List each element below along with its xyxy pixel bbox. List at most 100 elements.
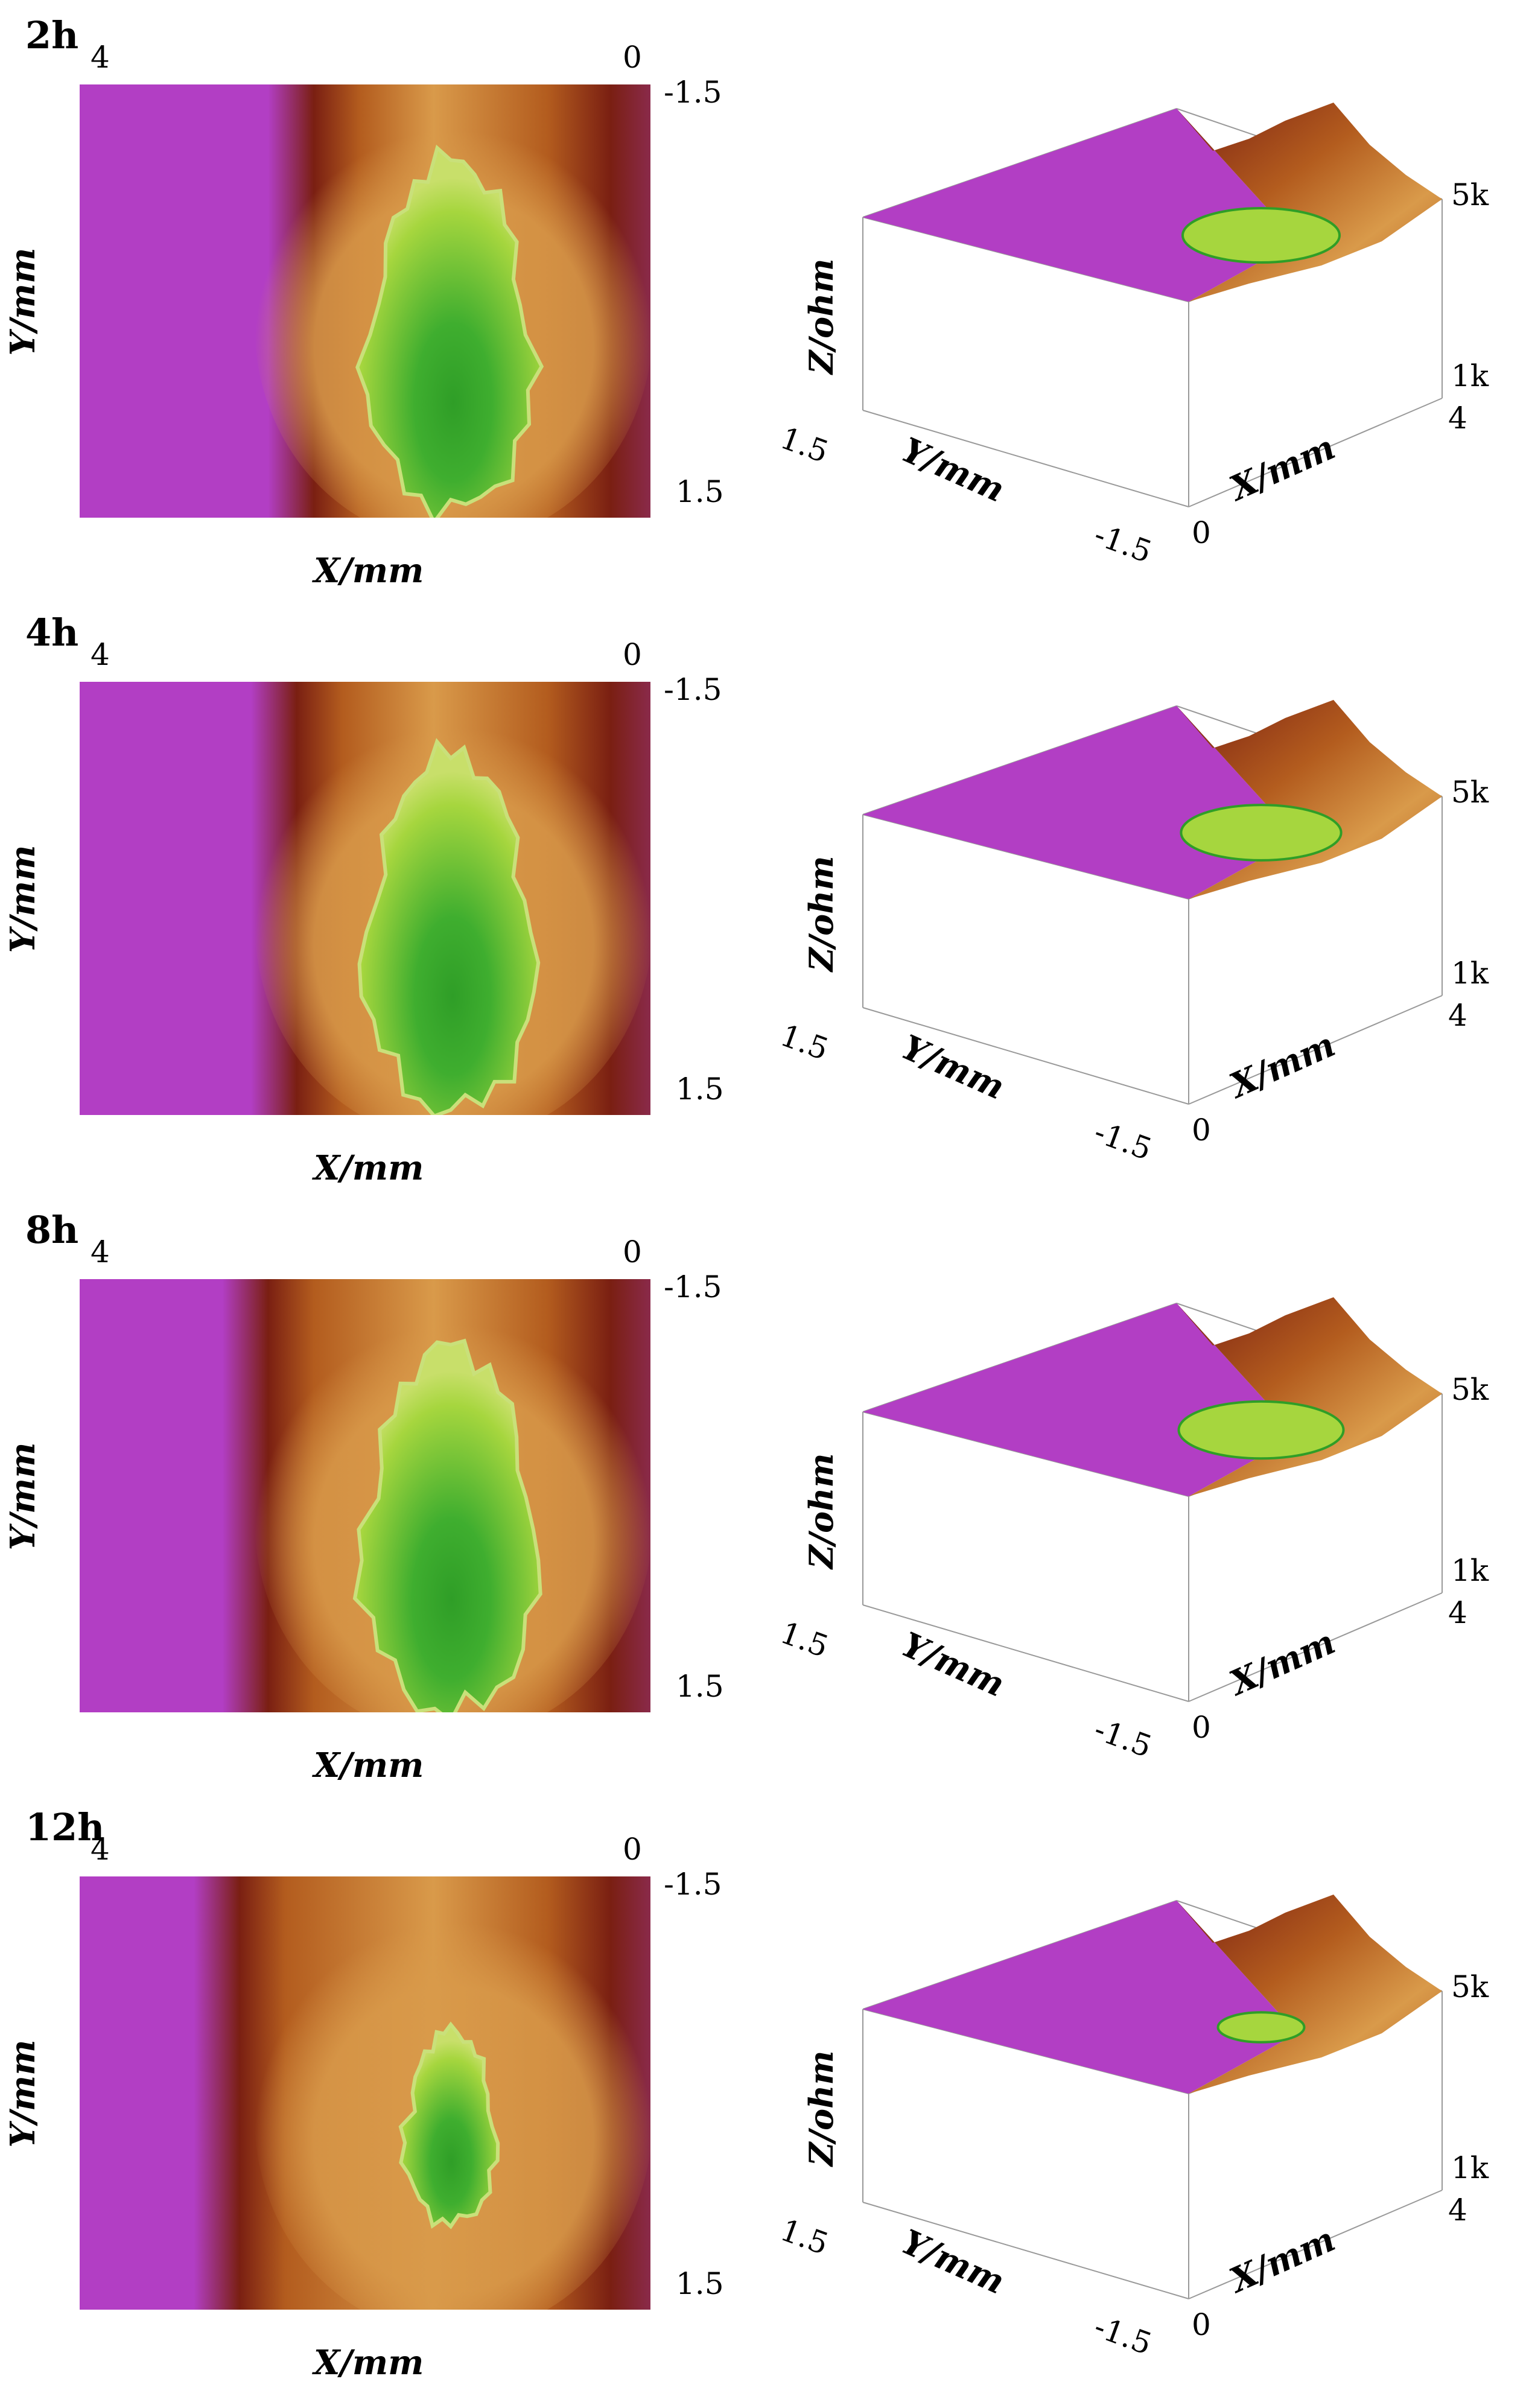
x-tick-end: 4 [1448, 1595, 1467, 1630]
z-tick-top: 5k [1451, 775, 1489, 810]
green-region [398, 2021, 500, 2229]
surface-svg: 5k 1k 4 0 1.5 -1.5 Z/ohm Y/mm X/mm [776, 103, 1489, 570]
surface-3d: 5k 1k 4 0 1.5 -1.5 Z/ohm Y/mm X/mm [754, 682, 1521, 1189]
y-axis-label-3d: Y/mm [895, 1624, 1010, 1704]
z-tick-bottom: 1k [1451, 956, 1489, 991]
x-tick-end: 4 [1448, 401, 1467, 436]
green-surface [1181, 207, 1341, 264]
y-axis-label: Y/mm [3, 845, 43, 953]
y-tick-bottom: 1.5 [676, 1072, 724, 1107]
terrain-surface [1177, 1895, 1442, 2094]
y-tick-end: -1.5 [1090, 1712, 1156, 1764]
x-tick-start: 0 [1192, 515, 1211, 550]
time-label: 2h [25, 13, 79, 57]
y-tick-start: 1.5 [776, 1018, 833, 1067]
y-tick-top: -1.5 [664, 75, 722, 110]
z-tick-bottom: 1k [1451, 358, 1489, 393]
y-tick-top: -1.5 [664, 672, 722, 707]
x-axis-label: X/mm [314, 1148, 424, 1188]
y-axis-label-3d: Y/mm [895, 430, 1010, 510]
green-surface [1216, 2011, 1306, 2044]
y-tick-bottom: 1.5 [676, 2266, 724, 2301]
x-tick-right: 0 [623, 1234, 642, 1269]
y-tick-bottom: 1.5 [676, 1669, 724, 1704]
terrain-surface [1177, 700, 1442, 899]
green-region [352, 1338, 542, 1712]
x-tick-end: 4 [1448, 998, 1467, 1033]
x-axis-label-3d: X/mm [1222, 2219, 1341, 2301]
x-axis-label: X/mm [314, 551, 424, 591]
magenta-surface [863, 1303, 1297, 1496]
y-axis-label: Y/mm [3, 1442, 43, 1551]
panel-8h: 8h 4 0 -1.5 1.5 Y/mm X/mm 5k 1k 4 0 1.5 -1.5 Z… [0, 1195, 1529, 1792]
green-region [355, 144, 544, 518]
panel-2h: 2h 4 0 -1.5 1.5 Y/mm X/mm 5k 1k 4 0 1.5 -1.5 Z… [0, 0, 1529, 597]
heatmap-2d [80, 682, 650, 1115]
y-axis-label-3d: Y/mm [895, 2222, 1010, 2302]
magenta-surface [863, 1901, 1297, 2094]
heatmap-svg [80, 1279, 650, 1712]
time-label: 8h [25, 1208, 79, 1252]
z-axis-label: Z/ohm [802, 258, 841, 375]
x-tick-left: 4 [91, 637, 110, 672]
z-axis-label: Z/ohm [802, 856, 841, 973]
x-tick-right: 0 [623, 40, 642, 75]
y-tick-end: -1.5 [1090, 1114, 1156, 1167]
terrain-surface [1177, 1297, 1442, 1496]
x-tick-end: 4 [1448, 2193, 1467, 2228]
y-tick-start: 1.5 [776, 2213, 833, 2262]
surface-svg: 5k 1k 4 0 1.5 -1.5 Z/ohm Y/mm X/mm [776, 1297, 1489, 1764]
panel-4h: 4h 4 0 -1.5 1.5 Y/mm X/mm 5k 1k 4 0 1.5 -1.5 Z… [0, 597, 1529, 1195]
heatmap-svg [80, 1876, 650, 2310]
x-tick-left: 4 [91, 40, 110, 75]
y-axis-label: Y/mm [3, 2039, 43, 2148]
x-axis-label: X/mm [314, 2343, 424, 2383]
z-axis-label: Z/ohm [802, 1453, 841, 1570]
z-tick-top: 5k [1451, 1372, 1489, 1407]
surface-3d: 5k 1k 4 0 1.5 -1.5 Z/ohm Y/mm X/mm [754, 1876, 1521, 2383]
z-tick-top: 5k [1451, 1969, 1489, 2004]
x-tick-start: 0 [1192, 2307, 1211, 2342]
surface-3d: 5k 1k 4 0 1.5 -1.5 Z/ohm Y/mm X/mm [754, 1279, 1521, 1786]
green-surface [1180, 804, 1343, 862]
magenta-surface [863, 109, 1297, 302]
heatmap-svg [80, 84, 650, 518]
y-tick-start: 1.5 [776, 1615, 833, 1665]
y-axis-label-3d: Y/mm [895, 1027, 1010, 1107]
y-tick-start: 1.5 [776, 421, 833, 470]
surface-svg: 5k 1k 4 0 1.5 -1.5 Z/ohm Y/mm X/mm [776, 700, 1489, 1167]
x-axis-label: X/mm [314, 1746, 424, 1785]
y-axis-label: Y/mm [3, 247, 43, 356]
heatmap-2d [80, 1876, 650, 2310]
surface-3d: 5k 1k 4 0 1.5 -1.5 Z/ohm Y/mm X/mm [754, 84, 1521, 591]
green-region [357, 738, 541, 1115]
x-tick-start: 0 [1192, 1113, 1211, 1148]
x-tick-right: 0 [623, 637, 642, 672]
magenta-surface [863, 706, 1297, 899]
z-axis-label: Z/ohm [802, 2050, 841, 2167]
time-label: 12h [25, 1805, 105, 1849]
x-tick-left: 4 [91, 1234, 110, 1269]
y-tick-end: -1.5 [1090, 517, 1156, 570]
z-tick-top: 5k [1451, 177, 1489, 212]
y-tick-top: -1.5 [664, 1269, 722, 1304]
x-axis-label-3d: X/mm [1222, 427, 1341, 509]
x-axis-label-3d: X/mm [1222, 1622, 1341, 1704]
z-tick-bottom: 1k [1451, 1553, 1489, 1588]
x-tick-left: 4 [91, 1832, 110, 1867]
z-tick-bottom: 1k [1451, 2150, 1489, 2185]
x-tick-right: 0 [623, 1832, 642, 1867]
heatmap-2d [80, 84, 650, 518]
heatmap-2d [80, 1279, 650, 1712]
green-surface [1177, 1400, 1345, 1460]
x-tick-start: 0 [1192, 1710, 1211, 1745]
y-tick-end: -1.5 [1090, 2309, 1156, 2362]
panel-12h: 12h 4 0 -1.5 1.5 Y/mm X/mm 5k 1k 4 0 1.5 -1.5… [0, 1792, 1529, 2389]
terrain-surface [1177, 103, 1442, 302]
surface-svg: 5k 1k 4 0 1.5 -1.5 Z/ohm Y/mm X/mm [776, 1895, 1489, 2362]
heatmap-svg [80, 682, 650, 1115]
x-axis-label-3d: X/mm [1222, 1025, 1341, 1107]
y-tick-top: -1.5 [664, 1867, 722, 1902]
y-tick-bottom: 1.5 [676, 474, 724, 509]
time-label: 4h [25, 611, 79, 655]
